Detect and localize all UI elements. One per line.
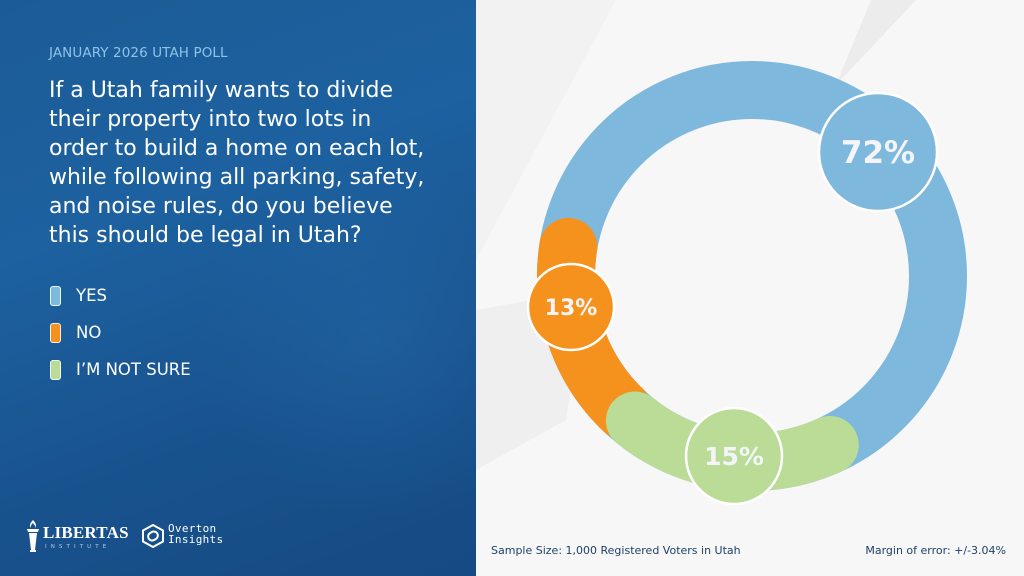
label-layer: 72% 13% 15%	[526, 91, 939, 506]
question-line: their property into two lots in	[49, 107, 372, 132]
question-line: while following all parking, safety,	[49, 165, 425, 190]
value-bubble-not-sure	[684, 406, 784, 506]
value-bubble-no	[526, 262, 616, 352]
margin-of-error-note: Margin of error: +/-3.04%	[865, 544, 1006, 557]
libertas-wordmark: LIBERTAS	[43, 523, 129, 542]
poll-question: If a Utah family wants to divide their p…	[49, 76, 469, 250]
legend-item-not-sure: I’M NOT SURE	[50, 351, 191, 388]
chart-legend: YES NO I’M NOT SURE	[50, 277, 191, 388]
question-line: and noise rules, do you believe	[49, 194, 393, 219]
bg-shape	[476, 0, 616, 260]
legend-label-no: NO	[76, 323, 102, 342]
legend-swatch-not-sure	[50, 359, 61, 380]
value-label-no: 13%	[545, 296, 598, 321]
value-label-yes: 72%	[841, 135, 915, 171]
question-line: order to build a home on each lot,	[49, 136, 425, 161]
legend-item-yes: YES	[50, 277, 191, 314]
libertas-institute-logo: LIBERTAS INSTITUTE	[26, 518, 136, 554]
left-panel: JANUARY 2026 UTAH POLL If a Utah family …	[0, 0, 476, 576]
overton-insights-logo: Overton Insights	[142, 522, 252, 552]
libertas-subtitle: INSTITUTE	[45, 544, 111, 550]
legend-swatch-yes	[50, 285, 61, 306]
overton-wordmark: Overton	[168, 522, 217, 535]
hexagon-logo-icon	[142, 524, 164, 548]
question-line: If a Utah family wants to divide	[49, 78, 394, 103]
question-line: this should be legal in Utah?	[49, 223, 362, 248]
legend-label-yes: YES	[76, 286, 107, 305]
bg-shape	[836, 0, 916, 85]
legend-label-not-sure: I’M NOT SURE	[76, 360, 191, 379]
value-label-not-sure: 15%	[704, 442, 764, 471]
background-glow	[196, 160, 476, 520]
value-bubble-yes	[817, 91, 939, 213]
overton-subtitle: Insights	[168, 533, 224, 546]
sample-size-note: Sample Size: 1,000 Registered Voters in …	[491, 544, 741, 557]
legend-item-no: NO	[50, 314, 191, 351]
torch-icon	[27, 520, 39, 552]
legend-swatch-no	[50, 322, 61, 343]
poll-subtitle: JANUARY 2026 UTAH POLL	[49, 45, 228, 61]
